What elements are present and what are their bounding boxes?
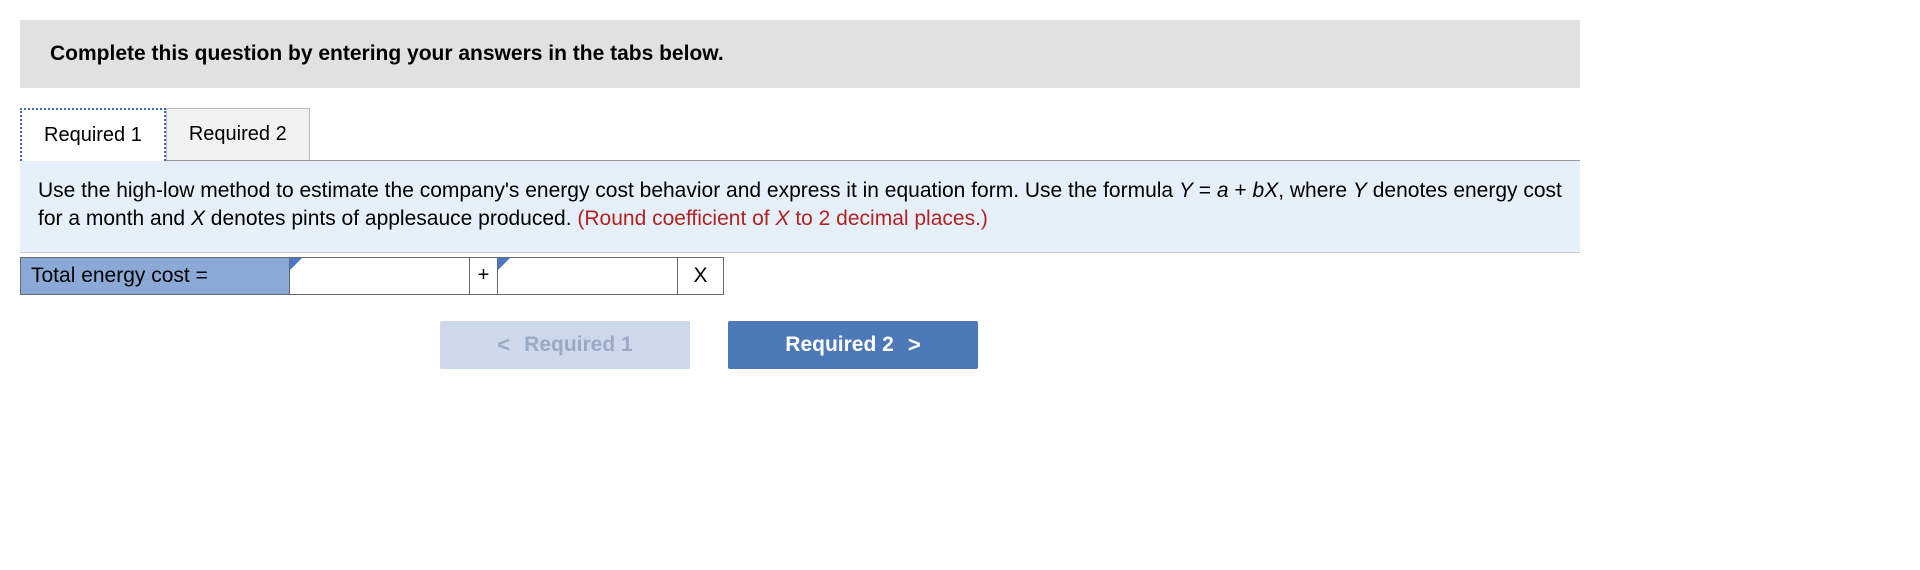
note-formula: X (775, 207, 789, 230)
prompt-text: Use the high-low method to estimate the … (38, 179, 1179, 202)
chevron-left-icon: < (497, 334, 510, 356)
tab-required-2[interactable]: Required 2 (166, 108, 310, 160)
x-cell: X (678, 257, 724, 295)
prompt-formula: Y (1179, 179, 1193, 202)
prompt-formula: Y (1353, 179, 1367, 202)
chevron-right-icon: > (908, 334, 921, 356)
prompt-formula: bX (1253, 179, 1279, 202)
equation-label: Total energy cost = (31, 264, 208, 288)
input-cell-a (290, 257, 470, 295)
prompt-box: Use the high-low method to estimate the … (20, 161, 1580, 253)
input-cell-b (498, 257, 678, 295)
tab-label: Required 1 (44, 124, 142, 146)
input-a[interactable] (290, 258, 469, 294)
prev-label: Required 1 (524, 333, 633, 357)
note-text: (Round coefficient of (577, 207, 775, 230)
dogear-icon (498, 258, 510, 270)
plus-cell: + (470, 257, 498, 295)
tabs-row: Required 1 Required 2 (20, 108, 1580, 161)
next-label: Required 2 (785, 333, 894, 357)
x-label: X (693, 264, 707, 288)
equation-row: Total energy cost = + X (20, 257, 1580, 295)
note-text: to 2 decimal places.) (789, 207, 987, 230)
prompt-text: = (1193, 179, 1217, 202)
tab-required-1[interactable]: Required 1 (20, 108, 166, 161)
prev-button: < Required 1 (440, 321, 690, 369)
instruction-text: Complete this question by entering your … (50, 42, 724, 65)
plus-sign: + (478, 264, 490, 287)
question-container: Complete this question by entering your … (20, 20, 1580, 369)
prompt-text: , where (1278, 179, 1353, 202)
prompt-note: (Round coefficient of X to 2 decimal pla… (577, 207, 988, 230)
prompt-text: + (1229, 179, 1253, 202)
nav-row: < Required 1 Required 2 > (440, 321, 1580, 369)
next-button[interactable]: Required 2 > (728, 321, 978, 369)
input-b[interactable] (498, 258, 677, 294)
dogear-icon (290, 258, 302, 270)
tab-label: Required 2 (189, 123, 287, 145)
prompt-formula: a (1217, 179, 1229, 202)
prompt-formula: X (191, 207, 205, 230)
equation-label-cell: Total energy cost = (20, 257, 290, 295)
instruction-bar: Complete this question by entering your … (20, 20, 1580, 88)
prompt-text: denotes pints of applesauce produced. (205, 207, 577, 230)
